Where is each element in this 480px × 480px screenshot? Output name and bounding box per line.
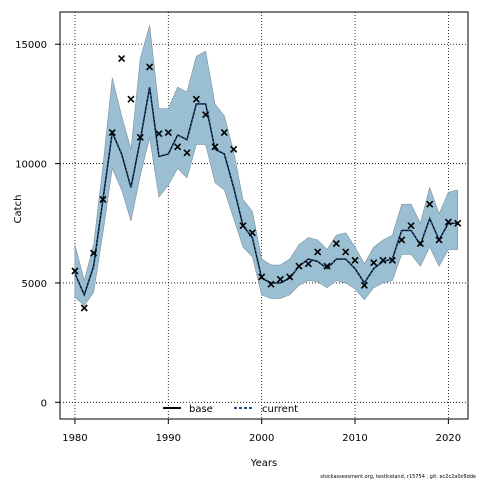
observed-point	[379, 256, 387, 264]
x-tick-label: 2010	[342, 433, 367, 444]
observed-point	[314, 248, 322, 256]
plot-frame	[59, 11, 469, 420]
observed-point	[230, 145, 238, 153]
observed-point	[416, 239, 424, 248]
observed-point	[454, 219, 462, 227]
x-tick-label: 1990	[156, 433, 181, 444]
observed-point	[155, 130, 163, 138]
observed-point	[211, 143, 219, 151]
observed-point	[286, 273, 294, 281]
observed-point	[295, 262, 303, 270]
observed-point	[435, 236, 443, 244]
observed-point	[388, 256, 396, 264]
observed-point	[136, 133, 144, 141]
observed-point	[174, 143, 182, 151]
observed-point	[276, 275, 284, 283]
legend-current-label: current	[262, 404, 298, 415]
legend: base current	[163, 404, 298, 415]
y-tick-label: 0	[41, 398, 47, 409]
current-line	[74, 87, 458, 298]
observed-point	[239, 222, 247, 230]
observed-point	[267, 280, 275, 288]
observed-point	[304, 260, 312, 268]
x-axis-title: Years	[250, 458, 277, 469]
observed-point	[183, 149, 191, 157]
y-axis-title: Catch	[13, 195, 24, 224]
observed-point	[164, 128, 172, 137]
observed-point	[99, 195, 107, 203]
observed-point	[80, 304, 88, 312]
y-tick-label: 5000	[22, 279, 47, 290]
observed-point	[342, 248, 350, 256]
observed-point	[127, 95, 135, 103]
observed-point	[407, 222, 415, 230]
observed-point	[258, 273, 266, 281]
observed-point	[370, 259, 378, 267]
series-lines	[74, 87, 458, 298]
observed-point	[118, 54, 126, 63]
observed-point	[202, 111, 210, 119]
observed-point	[220, 128, 228, 137]
legend-base-label: base	[189, 404, 213, 415]
y-tick-label: 15000	[15, 40, 47, 51]
observed-point	[360, 281, 368, 289]
y-tick-label: 10000	[15, 160, 47, 171]
observed-point	[332, 239, 340, 248]
observed-point	[146, 63, 154, 71]
x-tick-label: 2000	[249, 433, 274, 444]
x-tick-label: 1980	[62, 433, 87, 444]
observed-point	[444, 218, 452, 226]
observed-point	[323, 262, 331, 270]
observed-point	[108, 128, 116, 137]
observed-points	[71, 54, 462, 312]
observed-point	[426, 200, 434, 208]
observed-point	[398, 236, 406, 244]
observed-point	[71, 267, 79, 275]
observed-point	[248, 229, 256, 237]
observed-point	[90, 249, 98, 257]
base-confidence-band	[74, 25, 459, 307]
x-tick-label: 2020	[436, 433, 461, 444]
confidence-band	[74, 25, 459, 307]
axes: 1980 1990 2000 2010 2020 0 5000 10000 15000	[15, 40, 461, 444]
footer-text: stockassessment.org, testIceland, r15754…	[320, 474, 476, 480]
observed-point	[351, 256, 359, 264]
observed-point	[192, 95, 200, 103]
